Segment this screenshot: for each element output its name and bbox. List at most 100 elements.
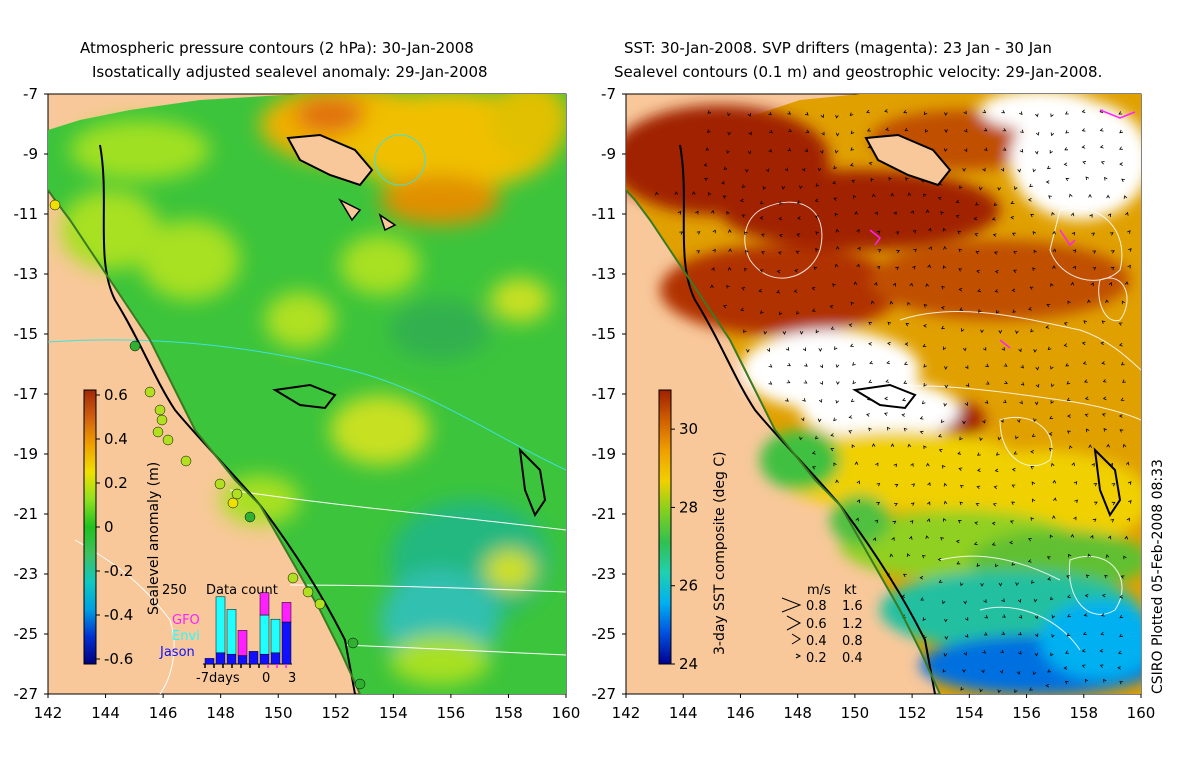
velocity-arrow	[912, 229, 917, 234]
velocity-arrow	[961, 328, 965, 332]
velocity-arrow	[787, 111, 792, 115]
velocity-arrow	[998, 330, 1003, 334]
velocity-arrow	[1052, 479, 1057, 484]
velocity-arrow	[868, 427, 872, 432]
velocity-arrow	[903, 361, 908, 365]
velocity-arrow	[805, 129, 810, 133]
velocity-arrow	[739, 198, 744, 203]
velocity-arrow	[919, 416, 924, 420]
left-ytick-label: -9	[23, 145, 38, 163]
velocity-arrow	[981, 669, 985, 674]
velocity-arrow	[776, 269, 781, 274]
data-count-xlabel-start: -7days	[196, 671, 240, 686]
velocity-arrow	[1001, 631, 1006, 635]
velocity-arrow	[1032, 168, 1036, 173]
data-count-xlabel-end: 3	[288, 671, 296, 686]
velocity-arrow	[1020, 382, 1025, 386]
velocity-arrow	[1066, 632, 1071, 637]
right-sst-blobs	[626, 94, 1141, 694]
velocity-arrow	[835, 228, 840, 233]
velocity-arrow	[1031, 580, 1035, 584]
right-ytick-label: -17	[592, 385, 617, 403]
left-ytick-label: -17	[14, 385, 39, 403]
velocity-arrow	[1127, 481, 1132, 485]
velocity-arrow	[740, 307, 745, 312]
velocity-arrow	[1063, 162, 1068, 167]
velocity-arrow	[794, 269, 799, 273]
velocity-arrow	[944, 384, 949, 389]
velocity-arrow	[996, 452, 1000, 456]
velocity-arrow	[1032, 671, 1037, 676]
velocity-arrow	[938, 448, 943, 453]
data-count-ymax: 250	[162, 583, 187, 598]
velocity-arrow	[1063, 343, 1068, 347]
velocity-arrow	[1084, 396, 1089, 401]
right-xtick-label: 146	[726, 704, 755, 722]
velocity-arrow	[963, 148, 968, 153]
velocity-arrow	[1121, 178, 1125, 183]
velocity-arrow	[976, 485, 981, 489]
velocity-arrow	[1066, 397, 1071, 401]
velocity-arrow	[706, 129, 711, 134]
velocity-arrow	[1068, 553, 1072, 558]
velocity-arrow	[707, 110, 712, 114]
left-colorbar-bar	[83, 389, 97, 665]
velocity-arrow	[723, 304, 727, 309]
velocity-arrow	[1088, 444, 1092, 448]
velocity-arrow	[925, 209, 930, 213]
velocity-arrow	[695, 210, 699, 215]
left-xtick-label: 144	[91, 704, 120, 722]
velocity-arrow	[1027, 559, 1032, 563]
right-map	[625, 93, 1142, 695]
velocity-arrow	[852, 362, 856, 366]
velocity-arrow	[797, 200, 801, 204]
velocity-arrow	[1092, 266, 1097, 271]
velocity-arrow	[958, 467, 963, 471]
velocity-arrow	[727, 266, 732, 271]
velocity-arrow	[814, 215, 819, 219]
left-island-new-caledonia	[518, 447, 547, 518]
velocity-arrow	[957, 451, 962, 455]
velocity-arrow	[726, 284, 730, 289]
velocity-arrow	[760, 310, 764, 314]
velocity-arrow	[804, 363, 808, 367]
velocity-arrow	[1081, 145, 1086, 149]
velocity-arrow	[1032, 231, 1036, 235]
velocity-arrow	[1119, 594, 1124, 599]
velocity-arrow	[1099, 128, 1104, 132]
velocity-arrow	[887, 341, 891, 346]
velocity-arrow	[964, 634, 969, 638]
right-xtick-label: 158	[1069, 704, 1098, 722]
velocity-arrow	[801, 167, 806, 172]
left-title-line1: Atmospheric pressure contours (2 hPa): 3…	[80, 39, 474, 57]
velocity-arrow	[920, 597, 925, 601]
velocity-arrow	[902, 573, 907, 578]
velocity-arrow	[1069, 193, 1073, 198]
velocity-arrow	[1015, 330, 1019, 335]
velocity-arrow	[1013, 269, 1017, 273]
velocity-arrow	[876, 265, 881, 270]
left-colorbar-ticks: 0.6 0.4 0.2 0 -0.2 -0.4 -0.6	[96, 386, 133, 668]
velocity-arrow	[815, 329, 819, 334]
velocity-arrow	[726, 211, 730, 215]
velocity-arrow	[958, 268, 963, 272]
velocity-arrow	[940, 211, 944, 215]
velocity-arrow	[1052, 230, 1056, 235]
velocity-arrow	[1050, 365, 1054, 370]
velocity-arrow	[867, 128, 871, 132]
velocity-arrow	[942, 600, 946, 605]
data-count-inset: Data count 250 GFO Envi Jason -7days 0 3	[159, 583, 296, 686]
velocity-arrow	[1126, 517, 1130, 522]
right-drifter-tracks	[869, 109, 1136, 349]
velocity-arrow	[1104, 574, 1108, 579]
velocity-arrow	[836, 381, 840, 385]
velocity-arrow	[925, 283, 929, 288]
velocity-arrow	[1125, 461, 1130, 466]
velocity-arrow	[856, 228, 860, 233]
velocity-arrow	[1108, 282, 1112, 286]
velocity-arrow	[804, 112, 809, 116]
velocity-arrow	[956, 561, 961, 565]
velocity-arrow	[1028, 538, 1032, 542]
right-xtick-label: 150	[841, 704, 870, 722]
right-colorbar-tick-label: 30	[679, 420, 698, 438]
